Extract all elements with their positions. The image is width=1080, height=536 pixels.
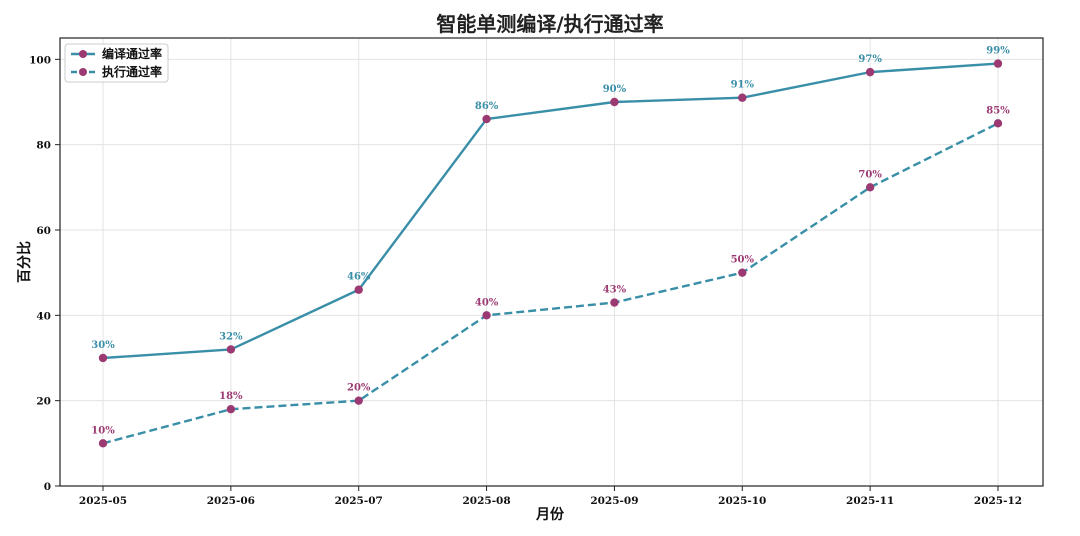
legend-marker-1 (79, 50, 87, 58)
series-line-1 (102, 62, 999, 360)
data-point (354, 285, 363, 294)
data-point (226, 405, 236, 414)
data-label: 97% (858, 54, 882, 65)
x-tick-label: 2025-08 (462, 495, 510, 507)
y-tick-label: 20 (36, 396, 51, 408)
data-label: 43% (603, 285, 627, 296)
legend-label-1: 编译通过率 (101, 46, 162, 61)
data-label: 10% (91, 425, 115, 436)
data-point (610, 97, 619, 107)
axis-ticks: 0 20 40 60 80 100 2025-05 2025-06 2025-07 2025-08… (29, 54, 1022, 507)
y-axis-label: 百分比 (16, 241, 33, 283)
data-point (482, 114, 491, 124)
data-point (354, 396, 363, 405)
plot-area (60, 38, 1043, 486)
legend-label-2: 执行通过率 (102, 64, 162, 79)
data-label: 50% (731, 255, 755, 266)
x-tick-label: 2025-12 (974, 495, 1022, 507)
data-label: 70% (858, 169, 882, 180)
x-tick-label: 2025-05 (79, 495, 127, 507)
data-point (610, 298, 619, 307)
data-label: 18% (219, 391, 243, 402)
data-point (482, 311, 491, 320)
data-point (993, 59, 1003, 68)
chart-title: 智能单测编译/执行通过率 (436, 12, 663, 36)
x-tick-label: 2025-07 (335, 495, 383, 507)
series-layer: 30% 32% 46% 86% 90% 91% 97% 99% 10% 18% 20% 40% 43% 5… (91, 46, 1010, 448)
data-label: 40% (475, 297, 499, 308)
data-point (98, 353, 108, 363)
y-tick-label: 80 (36, 140, 51, 152)
legend-marker-2 (79, 68, 87, 76)
data-label: 99% (986, 46, 1010, 57)
data-point (226, 345, 236, 354)
data-point (865, 183, 875, 192)
data-point (738, 93, 747, 102)
data-label: 46% (347, 272, 371, 283)
x-tick-label: 2025-10 (718, 495, 766, 507)
data-label: 85% (986, 105, 1010, 116)
y-tick-label: 60 (36, 225, 51, 237)
data-point (865, 67, 875, 77)
x-axis-label: 月份 (535, 506, 565, 523)
x-tick-label: 2025-11 (846, 495, 894, 507)
x-tick-label: 2025-06 (207, 495, 255, 507)
data-point (98, 439, 108, 448)
data-label: 32% (219, 331, 243, 342)
y-tick-label: 0 (44, 481, 51, 493)
data-label: 86% (475, 101, 499, 112)
y-tick-label: 100 (29, 54, 51, 66)
grid-lines (60, 38, 1043, 487)
y-tick-label: 40 (36, 310, 51, 322)
data-label: 30% (91, 340, 115, 351)
data-point (993, 119, 1003, 128)
data-label: 20% (347, 383, 371, 394)
data-label: 91% (731, 80, 755, 91)
x-tick-label: 2025-09 (590, 495, 638, 507)
plot-frame (59, 37, 1044, 487)
data-label: 90% (603, 84, 627, 95)
data-point (738, 268, 747, 277)
